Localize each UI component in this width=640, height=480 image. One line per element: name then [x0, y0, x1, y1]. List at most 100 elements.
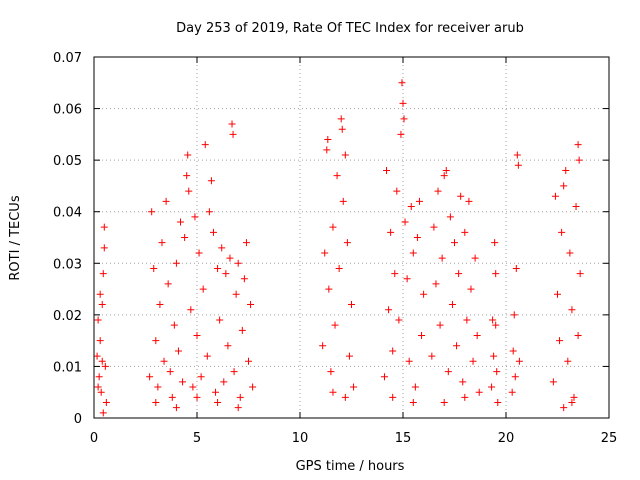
data-point [324, 136, 332, 144]
data-point [195, 249, 203, 257]
data-point [232, 290, 240, 298]
data-point [148, 208, 156, 216]
data-point [440, 172, 448, 180]
data-point [393, 187, 401, 195]
data-point [403, 275, 411, 283]
data-point [183, 172, 191, 180]
data-point [398, 79, 406, 87]
data-point [238, 326, 246, 334]
data-point [228, 120, 236, 128]
data-point [158, 239, 166, 247]
data-point [154, 383, 162, 391]
x-axis-label: GPS time / hours [296, 459, 405, 474]
data-point [566, 249, 574, 257]
data-point [218, 244, 226, 252]
data-point [389, 347, 397, 355]
data-point [513, 151, 521, 159]
data-point [409, 399, 417, 407]
data-point [512, 264, 520, 272]
data-point [436, 321, 444, 329]
data-point [572, 203, 580, 211]
data-point [247, 301, 255, 309]
data-point [96, 290, 104, 298]
data-point [321, 249, 329, 257]
data-point [184, 151, 192, 159]
data-point [560, 404, 568, 412]
data-point [172, 259, 180, 267]
data-point [444, 368, 452, 376]
y-tick-label: 0 [74, 412, 82, 427]
data-point [101, 362, 109, 370]
data-point [397, 130, 405, 138]
x-tick-label: 10 [292, 431, 309, 446]
data-point [560, 182, 568, 190]
data-point [93, 352, 101, 360]
data-point [575, 156, 583, 164]
data-point [98, 301, 106, 309]
x-tick-label: 5 [193, 431, 201, 446]
data-point [511, 373, 519, 381]
data-point [152, 399, 160, 407]
data-point [240, 275, 248, 283]
data-point [152, 337, 160, 345]
data-point [100, 244, 108, 252]
data-point [455, 270, 463, 278]
y-tick-label: 0.07 [53, 51, 82, 66]
y-tick-label: 0.03 [53, 257, 82, 272]
data-point [160, 357, 168, 365]
chart-title: Day 253 of 2019, Rate Of TEC Index for r… [176, 21, 524, 36]
data-point [99, 270, 107, 278]
data-point [150, 264, 158, 272]
data-point [170, 321, 178, 329]
data-point [191, 213, 199, 221]
data-point [335, 264, 343, 272]
data-point [461, 393, 469, 401]
data-point [509, 347, 517, 355]
data-point [329, 388, 337, 396]
data-point [242, 239, 250, 247]
data-point [164, 280, 172, 288]
data-point [168, 393, 176, 401]
data-point [463, 316, 471, 324]
y-axis-label: ROTI / TECUs [8, 195, 23, 280]
data-point [430, 223, 438, 231]
data-point [185, 187, 193, 195]
data-point [442, 166, 450, 174]
data-point [177, 218, 185, 226]
data-point [438, 254, 446, 262]
data-point [446, 213, 454, 221]
data-point [469, 357, 477, 365]
data-point [214, 399, 222, 407]
data-point [383, 166, 391, 174]
data-point [380, 373, 388, 381]
data-point [432, 280, 440, 288]
data-point [574, 141, 582, 149]
x-tick-label: 20 [498, 431, 515, 446]
data-point [193, 393, 201, 401]
data-point [162, 197, 170, 205]
data-point [492, 270, 500, 278]
data-point [418, 331, 426, 339]
data-point [156, 301, 164, 309]
data-point [234, 259, 242, 267]
data-point [331, 321, 339, 329]
data-point [407, 203, 415, 211]
data-point [327, 368, 335, 376]
data-point [209, 228, 217, 236]
data-point [220, 378, 228, 386]
data-point [205, 208, 213, 216]
data-point [350, 383, 358, 391]
data-point [245, 357, 252, 365]
data-point [490, 352, 498, 360]
data-point [551, 192, 559, 200]
data-point [568, 306, 576, 314]
data-point [510, 311, 518, 319]
data-point [564, 357, 572, 365]
data-point [413, 234, 421, 241]
data-point [319, 342, 327, 350]
data-point [323, 146, 331, 154]
data-point [420, 290, 428, 298]
data-point [214, 264, 222, 272]
data-point [329, 223, 337, 231]
data-point [201, 141, 209, 149]
